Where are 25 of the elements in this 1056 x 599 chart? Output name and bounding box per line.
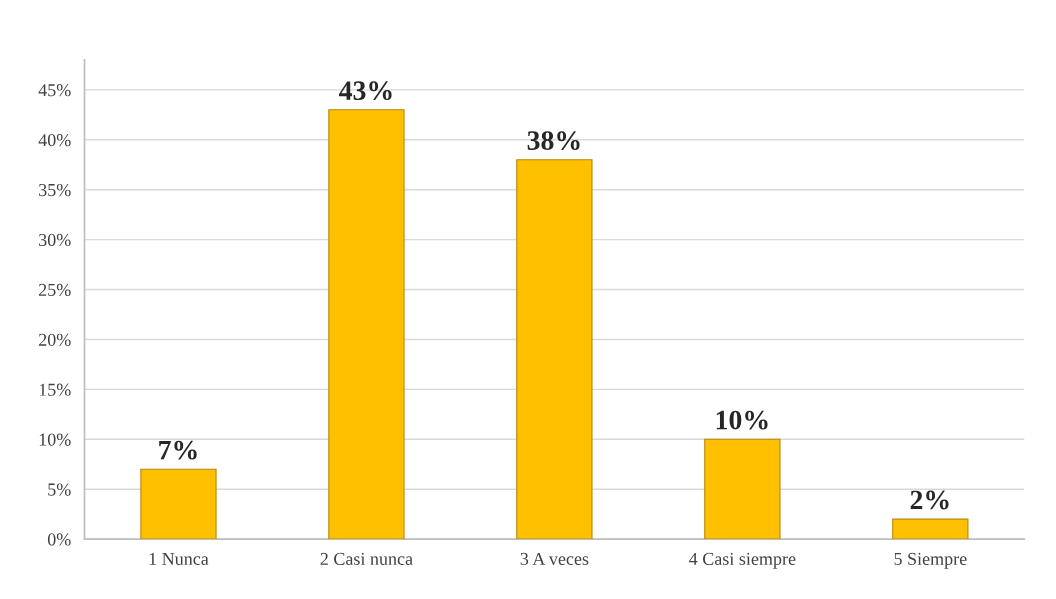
y-tick-label: 10%	[39, 433, 71, 446]
data-label: 7%	[159, 440, 197, 460]
bar	[892, 518, 969, 540]
y-tick-label: 0%	[47, 533, 71, 546]
y-tick-label: 25%	[38, 283, 71, 297]
data-label: 38%	[527, 131, 580, 151]
bar	[516, 159, 593, 540]
x-tick-label: 4 Casi siempre	[689, 552, 796, 569]
y-tick-label: 35%	[39, 183, 71, 197]
bar	[140, 468, 217, 540]
x-tick-label: 5 Siempre	[894, 552, 967, 569]
y-tick-label: 40%	[38, 134, 71, 147]
bar	[328, 109, 405, 540]
y-tick-label: 5%	[48, 483, 71, 496]
y-tick-label: 15%	[39, 383, 71, 396]
data-label: 10%	[716, 410, 768, 430]
x-tick-label: 1 Nunca	[149, 552, 209, 565]
data-label: 43%	[339, 81, 392, 101]
y-tick-label: 20%	[38, 333, 71, 346]
y-tick-label: 45%	[38, 84, 71, 97]
data-label: 2%	[910, 490, 949, 510]
y-tick-label: 30%	[39, 233, 71, 247]
x-tick-label: 3 A veces	[520, 552, 589, 565]
x-tick-label: 2 Casi nunca	[320, 552, 413, 565]
bar	[704, 438, 781, 540]
